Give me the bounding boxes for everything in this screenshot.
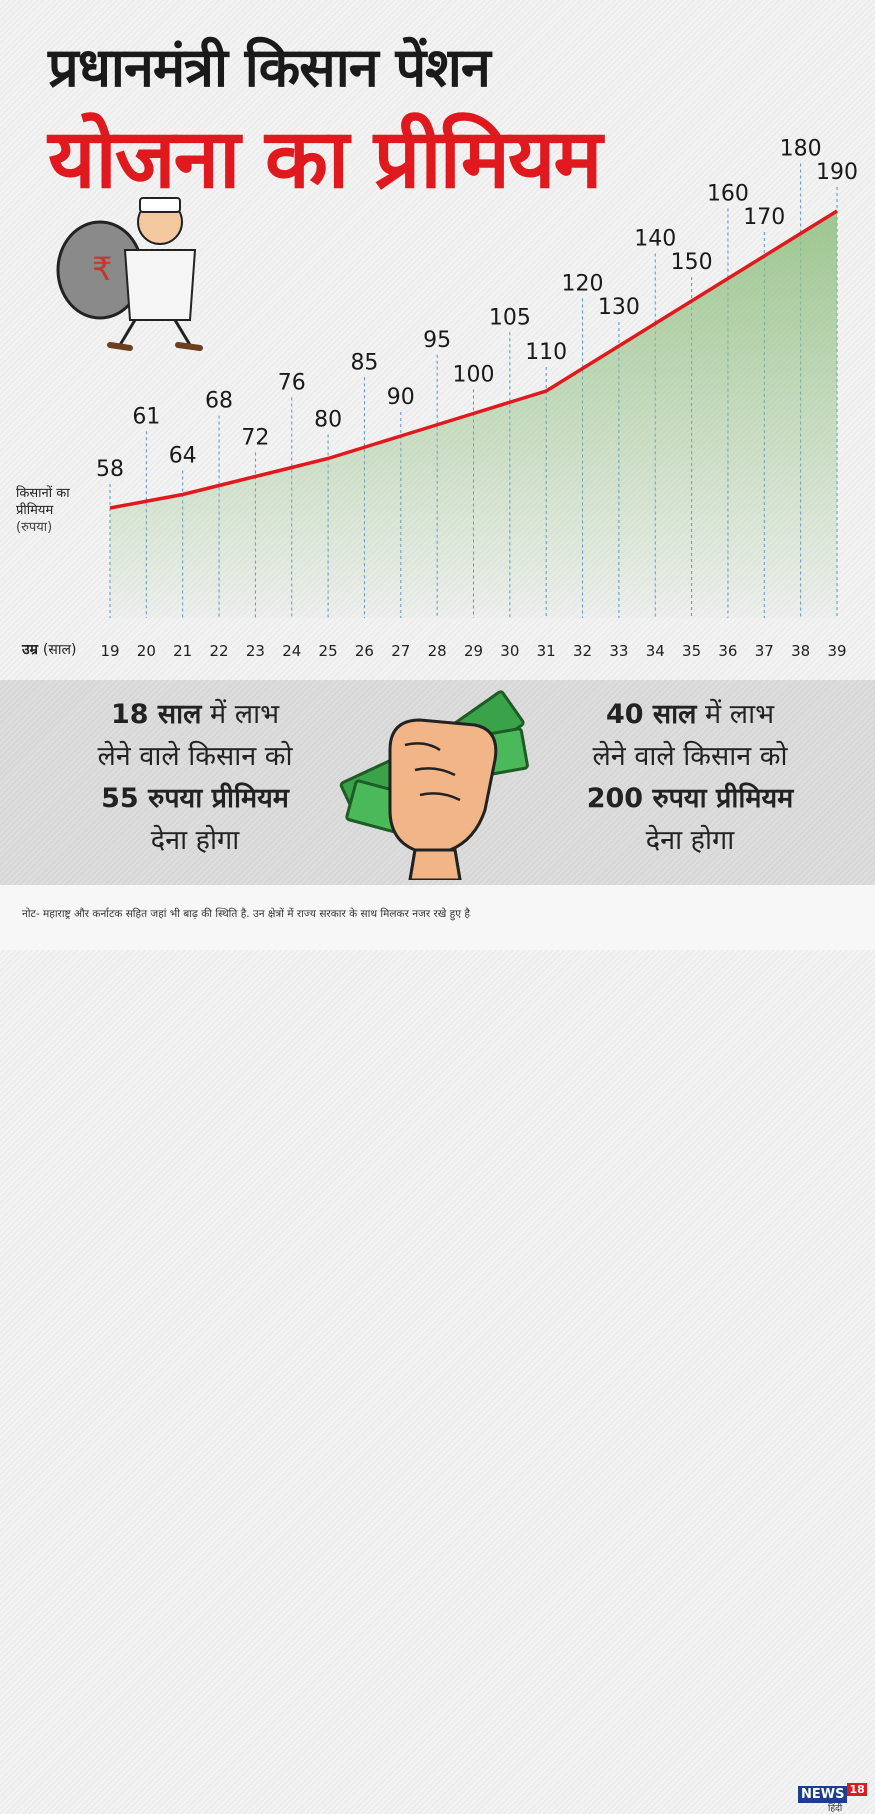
value-label: 80 — [314, 408, 342, 433]
y-axis-label: किसानों का प्रीमियम (रुपया) — [16, 485, 106, 536]
x-axis-title: उम्र — [22, 642, 39, 658]
value-label: 190 — [816, 160, 858, 185]
x-tick-label: 29 — [464, 642, 483, 660]
x-tick-label: 23 — [246, 642, 265, 660]
value-label: 100 — [453, 363, 495, 388]
value-label: 130 — [598, 295, 640, 320]
value-label: 95 — [423, 328, 451, 353]
x-tick-label: 19 — [100, 642, 119, 660]
msg-right-text1: में लाभ — [696, 699, 775, 730]
x-tick-label: 32 — [573, 642, 592, 660]
logo-sub: हिंदी — [828, 1804, 843, 1814]
title-line-1: प्रधानमंत्री किसान पेंशन — [48, 36, 491, 99]
logo-number: 18 — [847, 1783, 867, 1796]
y-axis-title: किसानों का प्रीमियम — [16, 486, 70, 518]
value-label: 68 — [205, 389, 233, 414]
x-axis-unit: (साल) — [42, 642, 77, 658]
value-label: 180 — [780, 137, 822, 162]
x-tick-label: 28 — [428, 642, 447, 660]
x-tick-label: 21 — [173, 642, 192, 660]
value-label: 61 — [132, 404, 160, 429]
value-label: 110 — [525, 340, 567, 365]
value-label: 170 — [743, 205, 785, 230]
value-label: 120 — [562, 272, 604, 297]
x-tick-label: 33 — [609, 642, 628, 660]
value-label: 90 — [387, 385, 415, 410]
msg-left-age: 18 साल — [110, 699, 202, 730]
x-tick-label: 35 — [682, 642, 701, 660]
value-label: 105 — [489, 305, 531, 330]
x-tick-label: 31 — [537, 642, 556, 660]
value-label: 140 — [634, 227, 676, 252]
x-tick-label: 30 — [500, 642, 519, 660]
footer: नोट- महाराष्ट्र और कर्नाटक सहित जहां भी … — [0, 885, 875, 1814]
x-tick-label: 34 — [646, 642, 665, 660]
x-tick-labels: 19 20 21 22 23 24 25 26 27 28 29 30 31 32 33 34 35 36 37 38… — [100, 642, 846, 660]
shoes-icon — [107, 342, 203, 351]
message-40-years: 40 साल में लाभ लेने वाले किसान को 200 रु… — [545, 694, 835, 862]
value-label: 64 — [169, 444, 197, 469]
msg-left-text1: में लाभ — [201, 699, 280, 730]
x-tick-label: 20 — [137, 642, 156, 660]
x-tick-label: 22 — [210, 642, 229, 660]
fist-icon — [388, 718, 498, 880]
msg-right-line2: लेने वाले किसान को — [592, 741, 788, 772]
msg-left-line2: लेने वाले किसान को — [97, 741, 293, 772]
x-tick-label: 37 — [755, 642, 774, 660]
value-label: 76 — [278, 371, 306, 396]
x-tick-label: 27 — [391, 642, 410, 660]
y-axis-unit: (रुपया) — [16, 520, 53, 535]
msg-left-premium: 55 रुपया प्रीमियम — [101, 783, 289, 814]
x-tick-label: 39 — [827, 642, 846, 660]
x-tick-label: 24 — [282, 642, 301, 660]
cap-icon — [139, 197, 181, 213]
chart-panel: प्रधानमंत्री किसान पेंशन योजना का प्रीमि… — [0, 0, 875, 680]
message-18-years: 18 साल में लाभ लेने वाले किसान को 55 रुप… — [50, 694, 340, 862]
msg-right-age: 40 साल — [605, 699, 697, 730]
value-label: 58 — [96, 457, 124, 482]
rupee-icon: ₹ — [92, 250, 112, 288]
fist-with-money-icon — [339, 690, 529, 880]
x-axis-label: उम्र (साल) — [22, 640, 76, 659]
value-label: 150 — [671, 250, 713, 275]
x-tick-label: 36 — [718, 642, 737, 660]
msg-left-line4: देना होगा — [150, 825, 240, 856]
value-label: 160 — [707, 182, 749, 207]
msg-right-premium: 200 रुपया प्रीमियम — [586, 783, 794, 814]
title-line-2: योजना का प्रीमियम — [48, 112, 602, 207]
value-label: 85 — [350, 350, 378, 375]
x-tick-label: 38 — [791, 642, 810, 660]
news18-logo: NEWS 18 हिंदी — [798, 1783, 867, 1814]
farmer-illustration: ₹ — [56, 197, 203, 351]
x-tick-label: 26 — [355, 642, 374, 660]
legs-icon — [118, 319, 192, 346]
footnote: नोट- महाराष्ट्र और कर्नाटक सहित जहां भी … — [22, 908, 470, 920]
msg-right-line4: देना होगा — [645, 825, 735, 856]
kurta-icon — [123, 249, 197, 321]
info-panel: 18 साल में लाभ लेने वाले किसान को 55 रुप… — [0, 680, 875, 885]
premium-line — [109, 209, 838, 510]
x-tick-label: 25 — [319, 642, 338, 660]
value-label: 72 — [241, 426, 269, 451]
